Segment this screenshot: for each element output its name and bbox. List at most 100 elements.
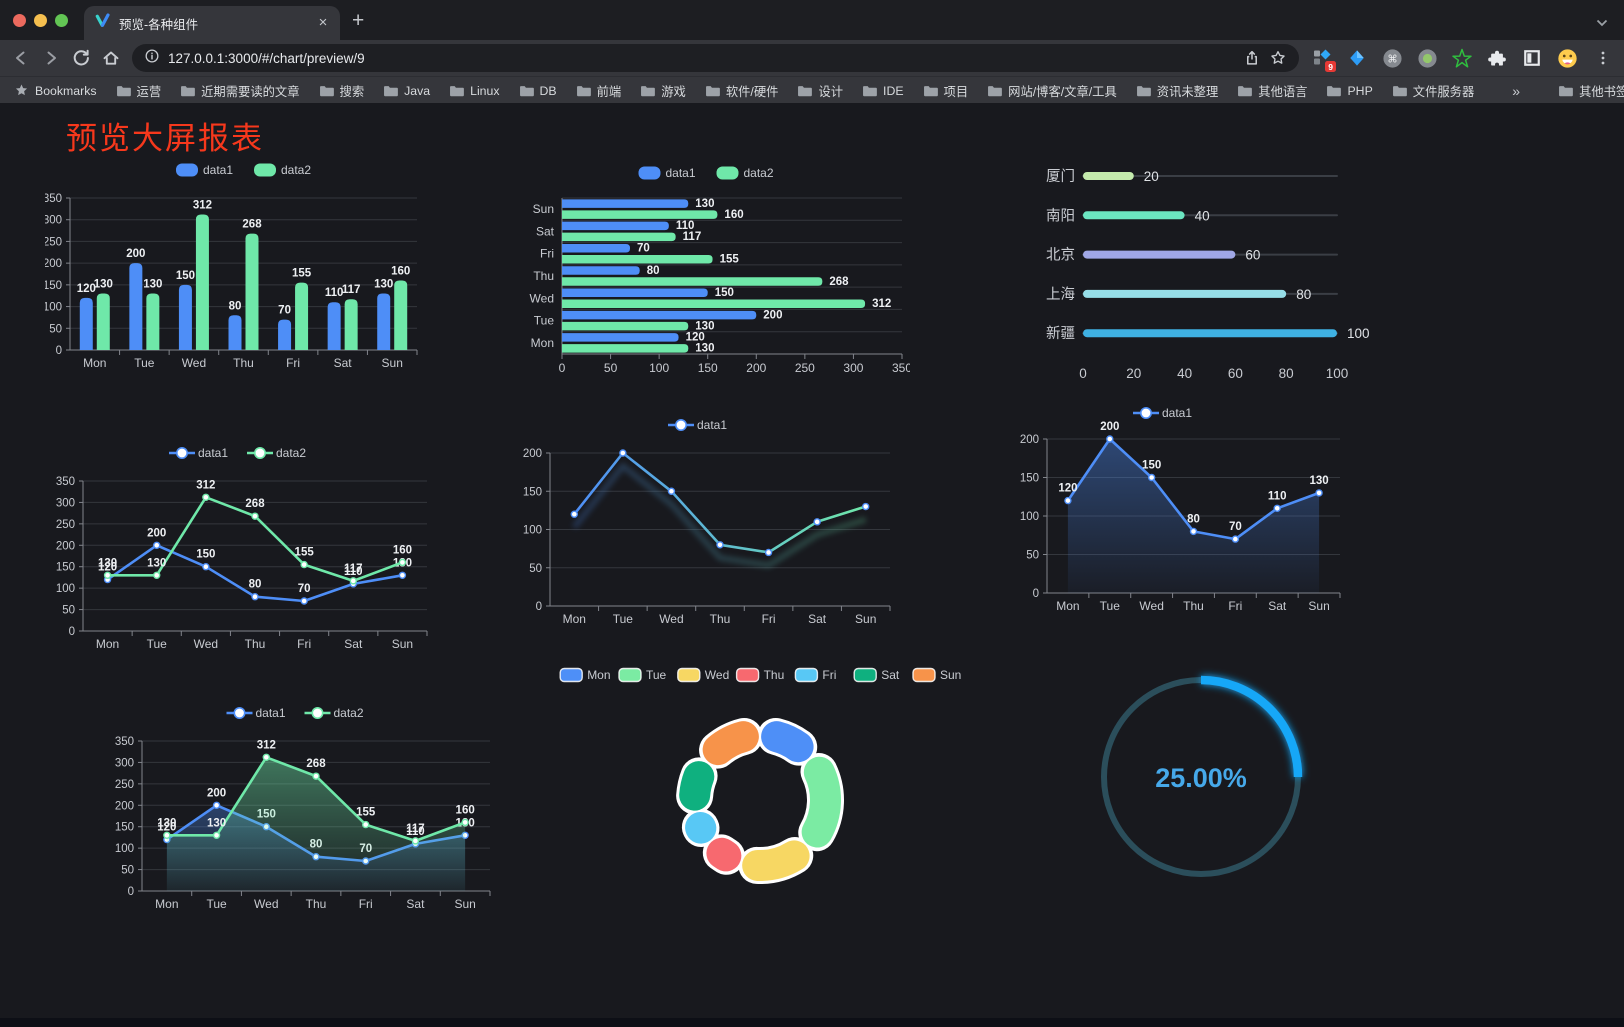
bookmark-item[interactable]: PHP — [1326, 82, 1373, 100]
browser-tab[interactable]: 预览-各种组件 × — [84, 6, 340, 40]
svg-text:Wed: Wed — [254, 897, 278, 911]
svg-text:312: 312 — [193, 200, 212, 212]
svg-text:200: 200 — [207, 787, 226, 799]
svg-text:Sat: Sat — [881, 668, 900, 682]
bookmarks-root[interactable]: Bookmarks — [14, 83, 97, 98]
svg-text:Mon: Mon — [155, 897, 178, 911]
folder-icon — [319, 85, 334, 96]
chart-line-two-series-area[interactable]: 0 50 100 150 200 250 300 350 Mon Tue Wed Thu Fri Sat S… — [100, 675, 495, 923]
chart-bar-horizontal[interactable]: data1 data2 Sun Sat Fri Thu Wed Tue Mon 0 50 100 150… — [505, 150, 913, 378]
url-text[interactable]: 127.0.0.1:3000/#/chart/preview/9 — [168, 50, 365, 66]
bookmark-item[interactable]: 游戏 — [640, 82, 686, 100]
folder-icon — [923, 85, 938, 96]
svg-text:Wed: Wed — [182, 356, 206, 370]
extension-grid-icon[interactable]: 9 — [1311, 47, 1336, 72]
svg-text:Fri: Fri — [540, 247, 554, 261]
bookmark-item[interactable]: 前端 — [576, 82, 621, 100]
bookmark-item[interactable]: Java — [383, 82, 430, 100]
svg-text:110: 110 — [1268, 490, 1287, 502]
chart-legend: data1 — [668, 418, 727, 432]
home-button[interactable] — [96, 43, 126, 73]
extensions-puzzle-icon[interactable] — [1486, 47, 1508, 69]
svg-text:120: 120 — [77, 283, 96, 295]
bookmark-star-icon[interactable] — [1265, 45, 1291, 71]
bookmark-item[interactable]: 运营 — [116, 82, 161, 100]
bookmark-item[interactable]: 项目 — [923, 82, 968, 100]
svg-text:0: 0 — [56, 345, 62, 357]
bookmark-item[interactable]: 搜索 — [319, 82, 364, 100]
svg-text:50: 50 — [62, 605, 75, 617]
extension-green-dot-icon[interactable] — [1416, 47, 1438, 69]
bookmark-item[interactable]: 近期需要读的文章 — [180, 82, 300, 100]
svg-text:data1: data1 — [198, 446, 228, 460]
bookmark-item[interactable]: 软件/硬件 — [705, 82, 778, 100]
svg-text:Tue: Tue — [646, 668, 667, 682]
chart-progress-bars[interactable]: 厦门 20 南阳 40 北京 60 上海 80 新疆 100 0 20 40 60 80 100 — [995, 150, 1380, 395]
folder-icon — [1327, 85, 1342, 96]
tab-close-icon[interactable]: × — [318, 14, 328, 31]
svg-text:350: 350 — [115, 736, 134, 748]
svg-text:300: 300 — [45, 215, 62, 227]
chart-line-area-single[interactable]: 0 50 100 150 200 Mon Tue Wed Thu Fri Sat Sun data1 12… — [985, 390, 1345, 630]
svg-text:130: 130 — [98, 557, 117, 569]
svg-text:100: 100 — [56, 583, 75, 595]
extension-diamond-icon[interactable] — [1346, 47, 1368, 69]
address-bar[interactable]: 127.0.0.1:3000/#/chart/preview/9 — [132, 44, 1299, 72]
forward-button[interactable] — [36, 43, 66, 73]
svg-text:80: 80 — [647, 265, 660, 277]
bookmark-item[interactable]: 资讯未整理 — [1136, 82, 1218, 100]
chart-line-gradient[interactable]: 0 50 100 150 200 Mon Tue Wed Thu Fri Sat Sun data1 — [505, 395, 895, 640]
chart-donut[interactable]: Mon Tue Wed Thu Fri Sat Sun — [550, 655, 970, 895]
site-favicon — [94, 12, 111, 34]
svg-text:Mon: Mon — [83, 356, 106, 370]
svg-text:300: 300 — [56, 497, 75, 509]
svg-text:Thu: Thu — [533, 269, 554, 283]
svg-text:100: 100 — [1020, 511, 1039, 523]
browser-menu-icon[interactable] — [1588, 43, 1618, 73]
svg-text:268: 268 — [306, 758, 326, 770]
bookmark-item[interactable]: DB — [519, 82, 557, 100]
extension-emoji-icon[interactable] — [1556, 47, 1578, 69]
svg-text:200: 200 — [1100, 421, 1119, 433]
share-icon[interactable] — [1239, 45, 1265, 71]
site-info-icon[interactable] — [144, 48, 160, 69]
chart-gauge[interactable]: 25.00% — [1094, 665, 1314, 890]
bookmark-item[interactable]: 设计 — [797, 82, 843, 100]
extension-panel-icon[interactable] — [1521, 47, 1543, 69]
svg-text:Mon: Mon — [1056, 599, 1079, 613]
minimize-window-button[interactable] — [34, 13, 47, 27]
svg-text:Thu: Thu — [233, 356, 254, 370]
svg-text:117: 117 — [683, 231, 702, 243]
bookmark-item[interactable]: 网站/博客/文章/工具 — [987, 82, 1117, 100]
other-bookmarks-folder[interactable]: 其他书签 — [1558, 82, 1624, 100]
svg-text:80: 80 — [1279, 366, 1294, 381]
svg-text:⌘: ⌘ — [1387, 53, 1398, 65]
tab-overflow-chevron-icon[interactable] — [1596, 14, 1608, 32]
maximize-window-button[interactable] — [55, 13, 68, 27]
svg-text:Thu: Thu — [764, 668, 785, 682]
svg-text:312: 312 — [872, 298, 891, 310]
bookmarks-overflow-chevron[interactable]: » — [1512, 82, 1521, 99]
svg-text:Mon: Mon — [587, 668, 610, 682]
bookmark-item[interactable]: 文件服务器 — [1392, 82, 1474, 100]
bookmark-item[interactable]: 其他语言 — [1237, 82, 1307, 100]
new-tab-button[interactable]: + — [352, 9, 365, 32]
extension-star-icon[interactable] — [1451, 47, 1473, 69]
chart-line-two-series[interactable]: 0 50 100 150 200 250 300 350 Mon Tue Wed Thu Fri Sat S… — [45, 425, 435, 670]
svg-text:50: 50 — [1026, 550, 1039, 562]
chart-bar-vertical[interactable]: 0 50 100 150 200 250 300 350 Mon Tue Wed Thu Fri Sat S… — [43, 148, 445, 372]
reload-button[interactable] — [66, 43, 96, 73]
svg-text:130: 130 — [695, 343, 714, 355]
svg-text:Sat: Sat — [1268, 599, 1287, 613]
svg-text:Sun: Sun — [382, 356, 403, 370]
back-button[interactable] — [6, 43, 36, 73]
bookmark-item[interactable]: Linux — [449, 82, 500, 100]
close-window-button[interactable] — [13, 13, 26, 27]
svg-text:Mon: Mon — [563, 612, 586, 626]
extension-command-icon[interactable]: ⌘ — [1381, 47, 1403, 69]
chart-legend: data1 data2 — [226, 706, 364, 720]
bookmark-item[interactable]: IDE — [862, 82, 904, 100]
svg-text:80: 80 — [1187, 513, 1200, 525]
svg-text:200: 200 — [1020, 434, 1039, 446]
svg-text:Fri: Fri — [1228, 599, 1242, 613]
